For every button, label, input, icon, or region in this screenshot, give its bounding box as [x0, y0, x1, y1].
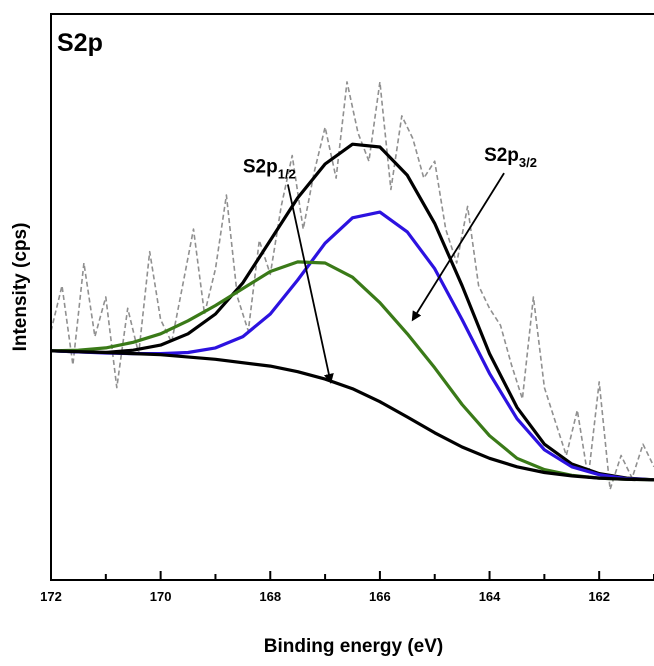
peak-annotation-1: S2p1/2	[243, 156, 296, 181]
series-line-s2p1-2-component	[50, 260, 654, 482]
x-tick-label: 164	[479, 589, 501, 604]
x-tick-label: 172	[40, 589, 62, 604]
annotation-arrow-1	[286, 184, 334, 384]
series-line-s2p3-2-component	[50, 210, 654, 482]
series-line-background	[50, 349, 654, 482]
peak-annotation-base: S2p	[484, 145, 519, 166]
x-tick-label: 170	[150, 589, 172, 604]
x-axis-title: Binding energy (eV)	[264, 636, 443, 657]
x-tick-label: 162	[588, 589, 610, 604]
peak-annotation-subscript: 1/2	[278, 166, 296, 181]
peak-annotation-2: S2p3/2	[484, 145, 537, 170]
x-tick-label: 168	[259, 589, 281, 604]
x-axis-ticks: 172 170 168 166 164 162	[40, 571, 654, 604]
peak-annotation-subscript: 3/2	[519, 155, 537, 170]
y-axis-title: Intensity (cps)	[10, 223, 31, 352]
x-tick-label: 166	[369, 589, 391, 604]
annotation-arrow-2	[411, 172, 505, 322]
plot-frame	[50, 13, 654, 581]
series-line-raw-data	[50, 81, 654, 491]
series-line-envelope	[50, 142, 654, 482]
series-layer	[50, 81, 654, 491]
peak-annotation-base: S2p	[243, 156, 278, 177]
panel-label: S2p	[57, 29, 103, 57]
